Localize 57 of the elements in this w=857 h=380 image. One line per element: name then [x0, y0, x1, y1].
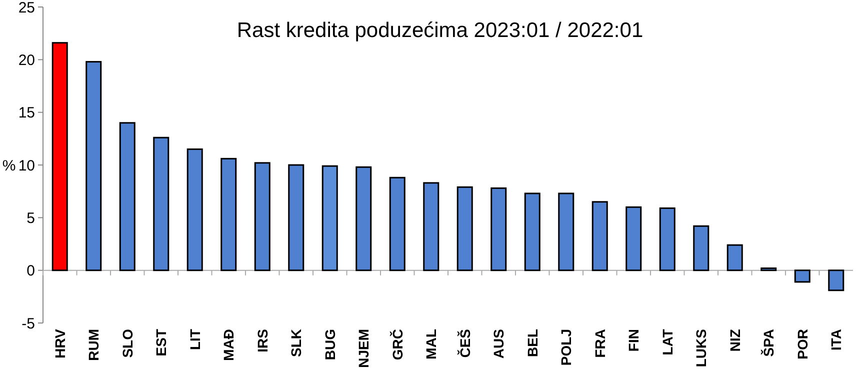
bar: [288, 164, 304, 272]
bar: [254, 162, 270, 272]
bar: [726, 244, 743, 272]
x-tick-label: NJEM: [356, 329, 372, 368]
x-tick-label: MAĐ: [220, 329, 237, 361]
bar: [760, 267, 777, 272]
bar: [389, 176, 406, 272]
x-tick-label: AUS: [490, 329, 507, 359]
y-axis-title: %: [2, 157, 16, 174]
bar: [186, 148, 203, 272]
x-tick-label: EST: [153, 328, 170, 356]
y-tick-label: 25: [18, 0, 35, 16]
bar: [592, 201, 608, 272]
x-tick-label: LAT: [659, 328, 676, 356]
x-tick-label: ČEŠ: [456, 329, 473, 358]
bar: [659, 207, 676, 272]
bar: [153, 136, 170, 272]
x-tick-label: MAL: [423, 328, 440, 360]
y-tick-label: 0: [26, 262, 35, 280]
y-tick-label: 15: [18, 104, 35, 122]
x-tick-label: BEL: [524, 328, 540, 357]
bar: [356, 166, 372, 272]
y-tick-label: -5: [22, 315, 35, 332]
x-tick-label: RUM: [86, 329, 102, 361]
bar: [693, 225, 710, 272]
x-tick-label: POLJ: [558, 329, 574, 366]
x-tick-label: POR: [794, 329, 810, 360]
x-tick-label: SLK: [288, 329, 304, 357]
bar: [828, 270, 844, 292]
x-tick-label: NIZ: [726, 328, 743, 352]
bar: [220, 158, 237, 272]
x-tick-label: GRČ: [389, 329, 406, 360]
x-tick-label: HRV: [52, 328, 68, 358]
bar: [558, 192, 574, 272]
y-tick-label: 10: [18, 157, 35, 174]
x-tick-label: ITA: [828, 329, 844, 351]
y-tick-label: 5: [26, 210, 35, 227]
x-tick-label: ŠPA: [760, 329, 777, 357]
x-tick-label: FIN: [626, 329, 642, 352]
x-tick-label: FRA: [592, 329, 608, 358]
y-tick-label: 20: [18, 52, 35, 69]
bar: [794, 270, 810, 283]
bar: [456, 186, 473, 272]
x-tick-label: BUG: [322, 328, 338, 360]
bar: [626, 206, 642, 272]
bar: [52, 42, 68, 272]
bar: [490, 187, 507, 272]
bar: [322, 165, 338, 272]
bar: [86, 61, 102, 272]
text: Rast kredita poduzećima 2023:01 / 2022:01: [236, 19, 644, 42]
x-tick-label: LUKS: [693, 329, 710, 368]
bar: [524, 192, 540, 272]
bar: [423, 182, 440, 272]
bar: [119, 122, 136, 272]
x-tick-label: IRS: [254, 329, 270, 352]
x-tick-label: LIT: [186, 328, 203, 350]
x-tick-label: SLO: [119, 328, 136, 358]
